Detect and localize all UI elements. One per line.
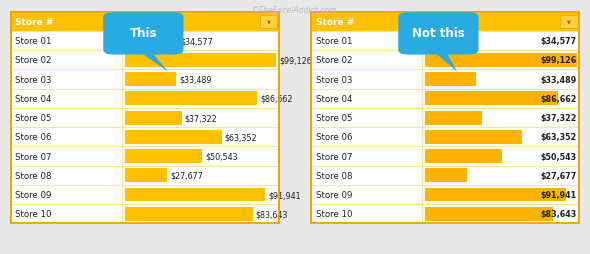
FancyBboxPatch shape [124, 73, 176, 87]
Text: Store 05: Store 05 [15, 114, 52, 123]
Text: Store #: Store # [316, 18, 354, 27]
Text: $33,489: $33,489 [540, 75, 576, 84]
Text: Store 09: Store 09 [316, 190, 352, 199]
Text: Store 01: Store 01 [15, 37, 52, 46]
Text: $99,126: $99,126 [279, 56, 312, 65]
FancyBboxPatch shape [124, 188, 266, 202]
Text: Store 08: Store 08 [15, 171, 52, 180]
Polygon shape [432, 51, 457, 72]
Text: Store 07: Store 07 [316, 152, 352, 161]
Text: Store #: Store # [15, 18, 54, 27]
Text: ▼: ▼ [110, 20, 113, 25]
Text: $99,126: $99,126 [540, 56, 576, 65]
Text: Store 09: Store 09 [15, 190, 52, 199]
Text: Store 10: Store 10 [316, 210, 352, 218]
FancyBboxPatch shape [124, 207, 253, 221]
FancyBboxPatch shape [398, 13, 478, 55]
Text: $91,941: $91,941 [268, 190, 301, 199]
FancyBboxPatch shape [103, 13, 183, 55]
Text: $86,662: $86,662 [540, 94, 576, 103]
Text: $86,662: $86,662 [260, 94, 293, 103]
Text: $37,322: $37,322 [540, 114, 576, 123]
FancyBboxPatch shape [11, 13, 279, 224]
Text: Store 02: Store 02 [15, 56, 52, 65]
Text: ▼: ▼ [267, 20, 270, 25]
Polygon shape [137, 51, 168, 72]
Text: Store 03: Store 03 [15, 75, 52, 84]
FancyBboxPatch shape [425, 35, 478, 48]
Text: Store 03: Store 03 [316, 75, 352, 84]
Text: $50,543: $50,543 [205, 152, 238, 161]
Text: $34,577: $34,577 [540, 37, 576, 46]
FancyBboxPatch shape [425, 92, 558, 106]
Text: $34,577: $34,577 [181, 37, 214, 46]
Text: $63,352: $63,352 [225, 133, 257, 142]
FancyBboxPatch shape [311, 13, 579, 32]
FancyBboxPatch shape [124, 92, 257, 106]
Text: Store 04: Store 04 [15, 94, 52, 103]
FancyBboxPatch shape [560, 16, 578, 28]
FancyBboxPatch shape [124, 169, 167, 183]
FancyBboxPatch shape [403, 16, 421, 28]
Text: Store 06: Store 06 [15, 133, 52, 142]
Text: $83,643: $83,643 [540, 210, 576, 218]
Text: $27,677: $27,677 [540, 171, 576, 180]
Text: Store 07: Store 07 [15, 152, 52, 161]
Text: $27,677: $27,677 [170, 171, 203, 180]
Text: $91,941: $91,941 [540, 190, 576, 199]
FancyBboxPatch shape [260, 16, 277, 28]
Text: $50,543: $50,543 [540, 152, 576, 161]
FancyBboxPatch shape [425, 54, 576, 68]
Text: Store 04: Store 04 [316, 94, 352, 103]
FancyBboxPatch shape [425, 188, 566, 202]
Text: ▼: ▼ [567, 20, 571, 25]
Text: YTD Sales: YTD Sales [126, 18, 176, 27]
FancyBboxPatch shape [124, 35, 178, 48]
Text: $63,352: $63,352 [540, 133, 576, 142]
Text: Not this: Not this [412, 27, 465, 39]
Text: ©TheExcelAddict.com: ©TheExcelAddict.com [253, 6, 337, 15]
Text: Store 08: Store 08 [316, 171, 352, 180]
Text: $37,322: $37,322 [185, 114, 218, 123]
FancyBboxPatch shape [124, 150, 202, 163]
FancyBboxPatch shape [425, 73, 476, 87]
Text: Store 05: Store 05 [316, 114, 352, 123]
Text: Store 10: Store 10 [15, 210, 52, 218]
FancyBboxPatch shape [124, 130, 222, 144]
FancyBboxPatch shape [103, 16, 120, 28]
FancyBboxPatch shape [425, 111, 482, 125]
FancyBboxPatch shape [425, 150, 502, 163]
Text: $83,643: $83,643 [255, 210, 288, 218]
FancyBboxPatch shape [124, 54, 276, 68]
FancyBboxPatch shape [425, 207, 553, 221]
FancyBboxPatch shape [425, 130, 522, 144]
Text: $33,489: $33,489 [179, 75, 211, 84]
Text: Store 06: Store 06 [316, 133, 352, 142]
Text: This: This [130, 27, 157, 39]
Text: YTD Sales: YTD Sales [426, 18, 476, 27]
Text: Store 02: Store 02 [316, 56, 352, 65]
Text: ▼: ▼ [410, 20, 414, 25]
FancyBboxPatch shape [11, 13, 279, 32]
Text: Store 01: Store 01 [316, 37, 352, 46]
FancyBboxPatch shape [124, 111, 182, 125]
FancyBboxPatch shape [425, 169, 467, 183]
FancyBboxPatch shape [311, 13, 579, 224]
